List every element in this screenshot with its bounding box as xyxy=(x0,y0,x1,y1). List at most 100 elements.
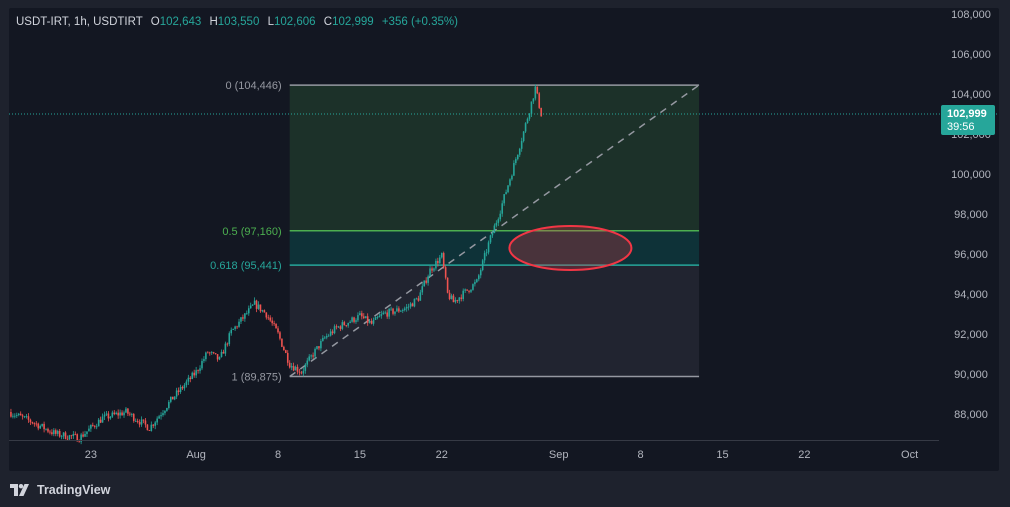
candle xyxy=(185,379,188,388)
candle xyxy=(148,429,151,432)
candle xyxy=(316,346,318,350)
candle xyxy=(292,362,295,372)
candle xyxy=(136,418,139,424)
candle xyxy=(29,418,32,425)
candle xyxy=(421,283,424,295)
price-chart[interactable]: 0 (104,446) 0.5 (97,160) 0.618 (95,441) 1 (… xyxy=(9,8,999,471)
candle xyxy=(351,316,353,323)
candle xyxy=(368,319,371,324)
candle xyxy=(400,309,402,312)
candle xyxy=(10,408,12,418)
candle xyxy=(279,330,281,341)
candle xyxy=(247,305,250,316)
candle xyxy=(382,310,385,315)
candle xyxy=(304,362,307,374)
candle xyxy=(21,413,24,420)
chart-panel[interactable]: 0 (104,446) 0.5 (97,160) 0.618 (95,441) 1 (… xyxy=(9,8,999,471)
candle xyxy=(318,346,320,351)
fib-zone-0 xyxy=(289,85,700,231)
candle xyxy=(376,315,379,320)
x-tick-label: 15 xyxy=(354,449,366,461)
candle xyxy=(132,413,135,423)
candle xyxy=(458,297,461,304)
candle xyxy=(476,278,478,283)
candle xyxy=(265,312,268,320)
candle xyxy=(277,326,279,334)
fib-zone-2 xyxy=(289,265,700,377)
candle xyxy=(232,328,234,331)
y-tick-label: 104,000 xyxy=(951,89,991,101)
y-tick-label: 96,000 xyxy=(954,249,988,261)
candle xyxy=(238,318,240,328)
candle xyxy=(320,338,322,352)
candle xyxy=(259,304,262,313)
candle xyxy=(534,84,537,101)
candle xyxy=(429,265,431,277)
candle xyxy=(117,409,119,419)
candle xyxy=(294,365,297,371)
candle xyxy=(64,431,67,440)
candle xyxy=(218,356,221,361)
candle xyxy=(43,421,45,433)
candle xyxy=(140,416,143,427)
candle xyxy=(177,387,180,396)
candle xyxy=(349,320,351,324)
x-tick-label: 8 xyxy=(275,449,281,461)
candle xyxy=(464,288,466,294)
candle xyxy=(516,154,519,161)
highlight-ellipse[interactable] xyxy=(508,225,633,271)
candle xyxy=(536,86,539,95)
candle xyxy=(522,131,525,143)
close-value: 102,999 xyxy=(332,16,374,28)
y-tick-label: 106,000 xyxy=(951,49,991,61)
candle xyxy=(127,408,129,416)
candle xyxy=(491,230,494,238)
x-tick-label: 8 xyxy=(638,449,644,461)
brand-footer[interactable]: TradingView xyxy=(10,481,110,499)
candle xyxy=(403,306,406,312)
candle xyxy=(49,429,51,435)
candle xyxy=(306,357,309,368)
candle xyxy=(485,249,488,257)
candle xyxy=(462,288,465,302)
candle xyxy=(374,316,377,321)
candle xyxy=(123,410,125,418)
candle xyxy=(296,364,299,375)
candle xyxy=(173,396,176,401)
candle xyxy=(45,428,47,431)
fib-zone-1 xyxy=(289,230,700,266)
candle xyxy=(370,318,373,325)
candle xyxy=(41,423,43,428)
candle xyxy=(216,354,219,362)
candle xyxy=(439,254,441,264)
candle xyxy=(175,387,178,400)
candle xyxy=(199,365,201,374)
candle xyxy=(58,428,61,438)
candle xyxy=(203,356,205,363)
candle xyxy=(269,315,272,322)
candle xyxy=(460,294,463,302)
candle xyxy=(244,312,246,322)
candle xyxy=(19,411,22,416)
candle xyxy=(222,349,225,354)
candle xyxy=(415,297,418,300)
candle xyxy=(444,265,447,280)
candle xyxy=(497,217,500,227)
y-tick-label: 88,000 xyxy=(954,409,988,421)
candle xyxy=(487,240,490,255)
candle xyxy=(540,107,542,117)
candle xyxy=(205,351,207,362)
high-key: H xyxy=(209,16,218,28)
candle xyxy=(131,412,133,418)
fib-level-label: 0.618 (95,441) xyxy=(210,260,282,272)
candle xyxy=(156,416,158,426)
brand-name: TradingView xyxy=(37,483,111,497)
candle xyxy=(129,411,131,417)
candle xyxy=(431,266,433,274)
low-key: L xyxy=(267,16,274,28)
candle xyxy=(466,289,468,292)
candle xyxy=(359,310,361,316)
candle xyxy=(39,424,41,430)
candle xyxy=(425,277,427,285)
